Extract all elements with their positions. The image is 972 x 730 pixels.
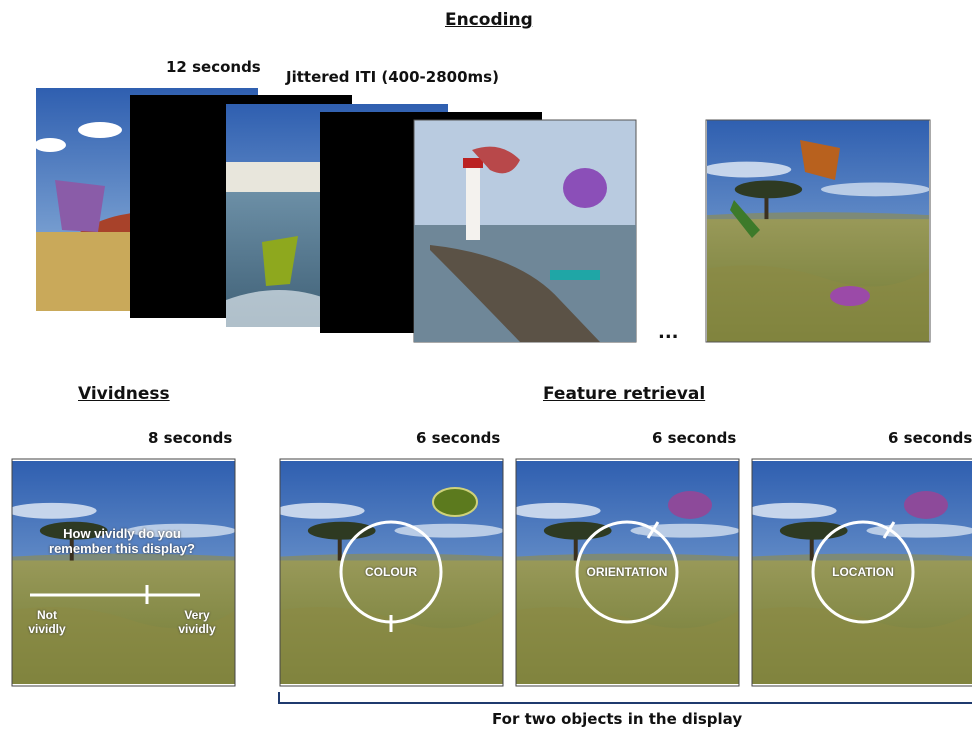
retrieval-panels	[279, 458, 972, 687]
vividness-panel	[11, 458, 236, 687]
encoding-frames	[34, 88, 931, 343]
retrieval-title: Feature retrieval	[543, 384, 706, 404]
encoding-title: Encoding	[445, 10, 533, 30]
duration-label: 12 seconds	[166, 58, 261, 76]
feature-label: COLOUR	[365, 565, 417, 579]
duration-label: 6 seconds	[888, 429, 972, 447]
vividness-question: How vividly do you remember this display…	[49, 526, 195, 556]
frame-savanna	[705, 119, 931, 343]
retrieval-note: For two objects in the display	[492, 710, 743, 728]
duration-label: 6 seconds	[416, 429, 501, 447]
vividness-title: Vividness	[78, 384, 170, 404]
scale-high-label: Very vividly	[178, 608, 216, 636]
ellipsis: ...	[658, 322, 679, 343]
iti-label: Jittered ITI (400-2800ms)	[286, 68, 499, 86]
feature-label: LOCATION	[832, 565, 894, 579]
duration-label: 8 seconds	[148, 429, 233, 447]
frame-lighthouse	[413, 119, 637, 343]
scale-low-label: Not vividly	[28, 608, 66, 636]
feature-label: ORIENTATION	[586, 565, 668, 579]
duration-label: 6 seconds	[652, 429, 737, 447]
bracket	[278, 692, 972, 704]
